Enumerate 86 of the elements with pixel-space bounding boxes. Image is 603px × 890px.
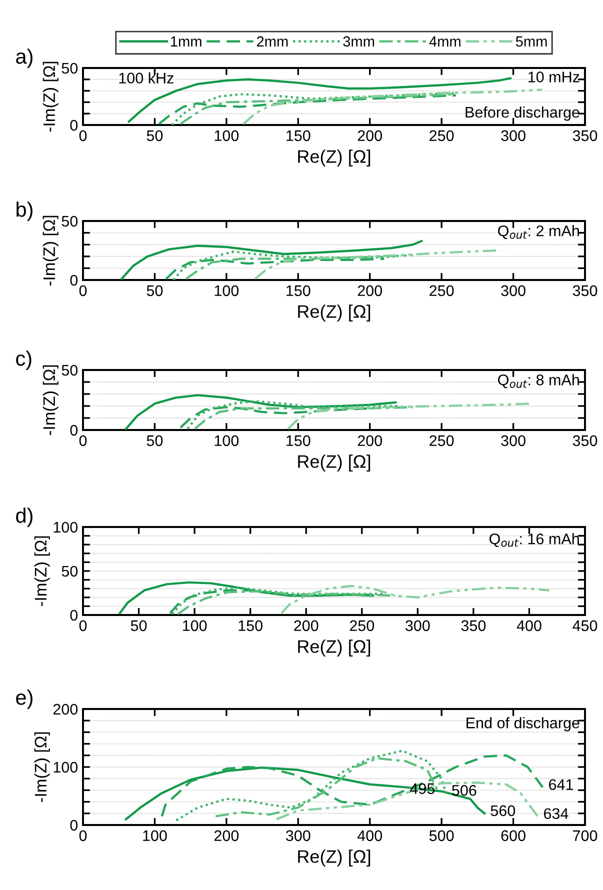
x-tick-label: 50	[146, 285, 163, 296]
y-tick-label: 50	[62, 364, 78, 376]
annotation: Before discharge	[466, 106, 580, 121]
y-tick-label: 0	[70, 424, 78, 436]
y-tick-label: 100	[54, 762, 78, 773]
x-axis-title: Re(Z) [Ω]	[298, 640, 370, 656]
annotation: End of discharge	[466, 717, 580, 732]
y-tick-label: 0	[70, 820, 78, 831]
annotation: 641	[549, 779, 573, 790]
y-tick-label: 0	[70, 120, 78, 131]
x-tick-label: 150	[286, 130, 310, 142]
y-tick-label: 50	[62, 216, 78, 227]
x-tick-label: 450	[572, 620, 598, 632]
x-tick-label: 200	[294, 620, 318, 632]
annotation: 100 kHz	[119, 72, 174, 84]
x-tick-label: 250	[430, 130, 454, 142]
x-tick-label: 150	[286, 285, 310, 296]
x-tick-label: 400	[357, 830, 382, 842]
x-tick-label: 250	[430, 435, 454, 446]
x-tick-label: 0	[79, 285, 87, 296]
x-tick-label: 100	[214, 285, 239, 296]
x-tick-label: 150	[286, 435, 310, 446]
x-tick-label: 0	[79, 435, 87, 446]
legend-label: 4mm	[429, 36, 460, 46]
y-tick-label: 50	[62, 62, 78, 74]
chart-title: e)	[16, 690, 32, 709]
y-tick-label: 0	[70, 610, 78, 621]
chart-title: c)	[16, 350, 32, 370]
chart-title: b)	[16, 202, 32, 221]
x-tick-label: 100	[182, 620, 207, 632]
x-tick-label: 500	[429, 830, 454, 842]
x-tick-label: 100	[143, 830, 167, 842]
x-axis-title: Re(Z) [Ω]	[298, 454, 370, 472]
x-tick-label: 600	[501, 830, 526, 842]
annotation: Q$_{out}$: 8 mAh	[498, 374, 579, 388]
y-axis-title: -Im(Z) [Ω]	[42, 62, 58, 132]
y-tick-label: 200	[53, 704, 78, 715]
x-tick-label: 300	[501, 435, 526, 446]
x-tick-label: 300	[406, 620, 430, 632]
y-axis-title: -Im(Z) [Ω]	[34, 732, 50, 802]
x-tick-label: 200	[358, 435, 382, 446]
chart-title: d)	[16, 508, 32, 527]
x-tick-label: 200	[358, 285, 382, 296]
x-tick-label: 700	[573, 830, 598, 842]
annotation: 560	[490, 805, 516, 816]
chart-title: a)	[16, 48, 32, 68]
x-tick-label: 250	[350, 620, 374, 632]
x-tick-label: 400	[516, 620, 542, 632]
x-tick-label: 350	[572, 285, 598, 296]
x-tick-label: 0	[79, 830, 87, 842]
x-tick-label: 350	[572, 435, 598, 446]
y-axis-title: -Im(Z) [Ω]	[34, 536, 50, 606]
x-tick-label: 200	[214, 830, 239, 842]
x-tick-label: 300	[286, 830, 310, 842]
x-tick-label: 150	[238, 620, 262, 632]
annotation: 495	[410, 783, 435, 794]
x-tick-label: 100	[214, 130, 239, 142]
y-tick-label: 0	[70, 274, 78, 286]
x-tick-label: 200	[358, 130, 382, 142]
x-tick-label: 350	[461, 620, 486, 632]
legend-label: 1mm	[170, 36, 202, 46]
x-tick-label: 100	[214, 435, 239, 446]
x-tick-label: 250	[430, 285, 454, 296]
legend-label: 5mm	[516, 36, 547, 47]
x-tick-label: 0	[79, 620, 87, 632]
x-tick-label: 50	[146, 130, 163, 142]
x-tick-label: 300	[501, 130, 526, 142]
x-axis-title: Re(Z) [Ω]	[298, 304, 370, 322]
annotation: 10 mHz	[528, 72, 580, 82]
x-axis-title: Re(Z) [Ω]	[298, 850, 370, 866]
x-tick-label: 300	[501, 285, 526, 296]
annotation: 506	[452, 784, 476, 796]
annotation: Q$_{out}$: 16 mAh	[489, 533, 579, 548]
x-tick-label: 50	[130, 620, 147, 632]
x-tick-label: 0	[79, 130, 87, 142]
y-axis-title: -Im(Z) [Ω]	[42, 216, 58, 286]
legend-label: 3mm	[343, 36, 374, 47]
y-axis-title: -Im(Z) [Ω]	[42, 365, 58, 436]
x-tick-label: 50	[146, 435, 163, 446]
x-tick-label: 350	[572, 130, 598, 142]
y-tick-label: 50	[62, 566, 78, 577]
legend-label: 2mm	[256, 36, 288, 46]
y-tick-label: 100	[54, 522, 78, 533]
annotation: 634	[544, 808, 568, 820]
annotation: Q$_{out}$: 2 mAh	[498, 225, 579, 240]
x-axis-title: Re(Z) [Ω]	[298, 150, 370, 166]
